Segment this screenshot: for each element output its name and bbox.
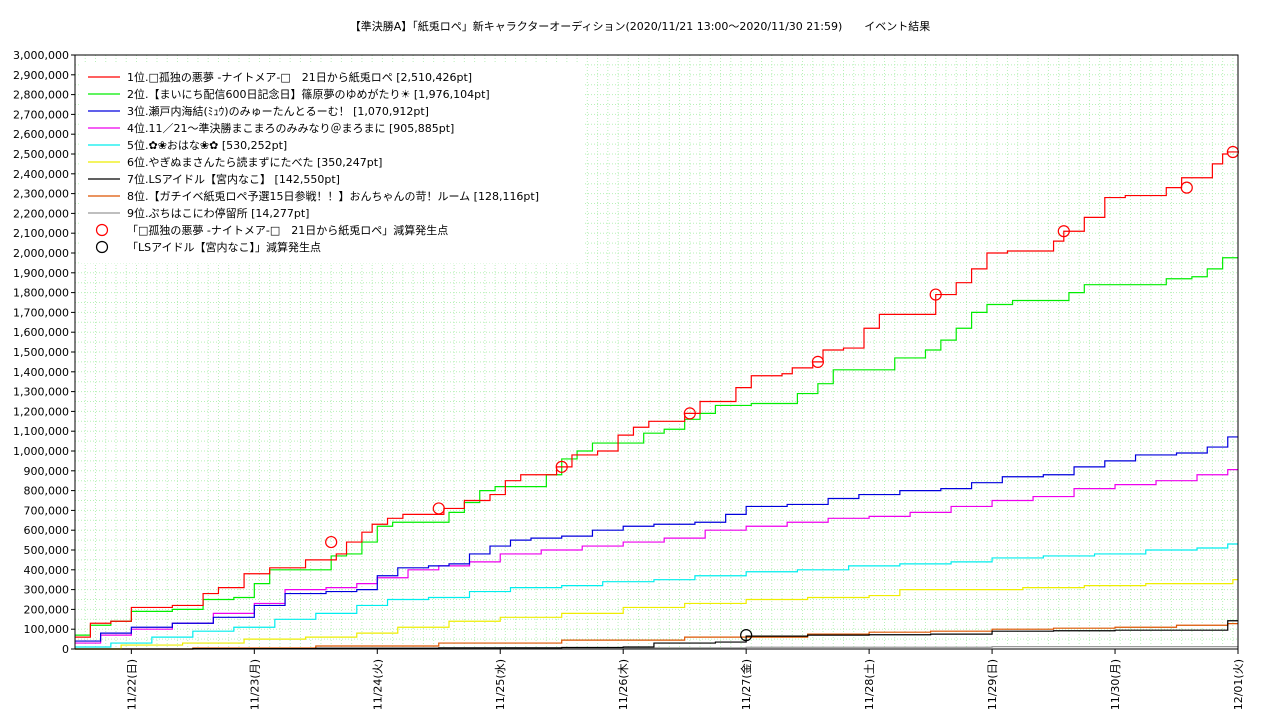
subtraction-marker: [1180, 181, 1193, 194]
legend-label: 5位.✿❀おはな❀✿ [530,252pt]: [127, 138, 287, 152]
x-tick-label: 11/24(火): [371, 659, 384, 710]
chart-title: 【準決勝A】「紙兎ロペ」新キャラクターオーディション(2020/11/21 13…: [349, 20, 931, 33]
y-tick-label: 2,200,000: [13, 207, 69, 220]
series-line: [75, 579, 1238, 650]
y-tick-label: 600,000: [24, 524, 70, 537]
y-tick-label: 1,300,000: [13, 386, 69, 399]
x-tick-label: 11/22(日): [125, 659, 138, 710]
x-tick-label: 11/29(日): [986, 659, 999, 710]
series-line: [75, 469, 1238, 644]
y-tick-label: 800,000: [24, 485, 70, 498]
subtraction-marker: [929, 288, 942, 301]
y-tick-label: 2,400,000: [13, 168, 69, 181]
series-line: [75, 623, 1238, 650]
legend-marker: [95, 223, 109, 237]
legend-label: 9位.ぷちはこにわ停留所 [14,277pt]: [127, 206, 309, 220]
subtraction-marker: [1057, 225, 1070, 238]
x-tick-label: 11/25(水): [494, 659, 507, 710]
y-tick-label: 900,000: [24, 465, 70, 478]
x-tick-label: 12/01(火): [1232, 659, 1245, 710]
y-tick-label: 300,000: [24, 584, 70, 597]
y-tick-label: 1,700,000: [13, 306, 69, 319]
y-tick-label: 2,800,000: [13, 89, 69, 102]
subtraction-marker: [683, 407, 696, 420]
legend-label: 4位.11／21〜準決勝まこまろのみみなり＠まろまに [905,885pt]: [127, 121, 454, 135]
y-tick-label: 0: [62, 643, 69, 656]
y-tick-label: 200,000: [24, 603, 70, 616]
y-tick-label: 500,000: [24, 544, 70, 557]
y-tick-label: 2,000,000: [13, 247, 69, 260]
legend-label: 8位.【ガチイベ紙兎ロペ予選15日参戦！！】おんちゃんの苛！ルーム [128,1…: [127, 189, 539, 203]
y-tick-label: 2,300,000: [13, 188, 69, 201]
series-line: [75, 257, 1238, 636]
y-tick-label: 1,200,000: [13, 405, 69, 418]
y-tick-label: 1,900,000: [13, 267, 69, 280]
series-line: [75, 543, 1238, 648]
y-tick-label: 2,500,000: [13, 148, 69, 161]
y-tick-label: 1,400,000: [13, 366, 69, 379]
y-tick-label: 3,000,000: [13, 49, 69, 62]
series-line: [75, 436, 1238, 642]
x-tick-label: 11/27(金): [739, 659, 753, 710]
y-tick-label: 2,100,000: [13, 227, 69, 240]
x-tick-label: 11/30(月): [1109, 659, 1122, 710]
legend-label: 3位.瀬戸内海結(ﾐｭｳ)のみゅーたんとるーむ！ [1,070,912pt]: [127, 104, 429, 118]
y-tick-label: 2,600,000: [13, 128, 69, 141]
y-tick-label: 100,000: [24, 623, 70, 636]
legend-label: 1位.□孤独の悪夢 -ナイトメア-□ 21日から紙兎ロペ [2,510,426p…: [127, 70, 472, 84]
subtraction-marker: [811, 355, 824, 368]
y-tick-label: 400,000: [24, 564, 70, 577]
x-tick-label: 11/28(土): [863, 659, 876, 710]
legend-label: 「□孤独の悪夢 -ナイトメア-□ 21日から紙兎ロペ」減算発生点: [127, 223, 448, 237]
x-tick-label: 11/26(木): [617, 659, 630, 710]
y-tick-label: 1,800,000: [13, 287, 69, 300]
legend-marker: [95, 240, 109, 254]
plot-frame: [74, 54, 1239, 650]
subtraction-marker: [740, 629, 753, 642]
y-tick-label: 2,700,000: [13, 108, 69, 121]
legend-label: 7位.LSアイドル【宮内なこ】 [142,550pt]: [127, 172, 340, 186]
series-line: [75, 620, 1238, 650]
subtraction-marker: [555, 460, 568, 473]
y-tick-label: 1,000,000: [13, 445, 69, 458]
legend-box: [80, 62, 585, 263]
legend-label: 「LSアイドル【宮内なこ】」減算発生点: [127, 240, 321, 254]
x-tick-label: 11/23(月): [248, 659, 261, 710]
legend-label: 6位.やぎぬまさんたら読まずにたべた [350,247pt]: [127, 155, 382, 169]
subtraction-marker: [432, 502, 445, 515]
y-tick-label: 1,500,000: [13, 346, 69, 359]
y-tick-label: 1,600,000: [13, 326, 69, 339]
legend-label: 2位.【まいにち配信600日記念日】篠原夢のゆめがたり☀ [1,976,104p…: [127, 87, 490, 101]
y-tick-label: 700,000: [24, 504, 70, 517]
subtraction-marker: [325, 535, 338, 549]
y-tick-label: 2,900,000: [13, 69, 69, 82]
y-tick-label: 1,100,000: [13, 425, 69, 438]
